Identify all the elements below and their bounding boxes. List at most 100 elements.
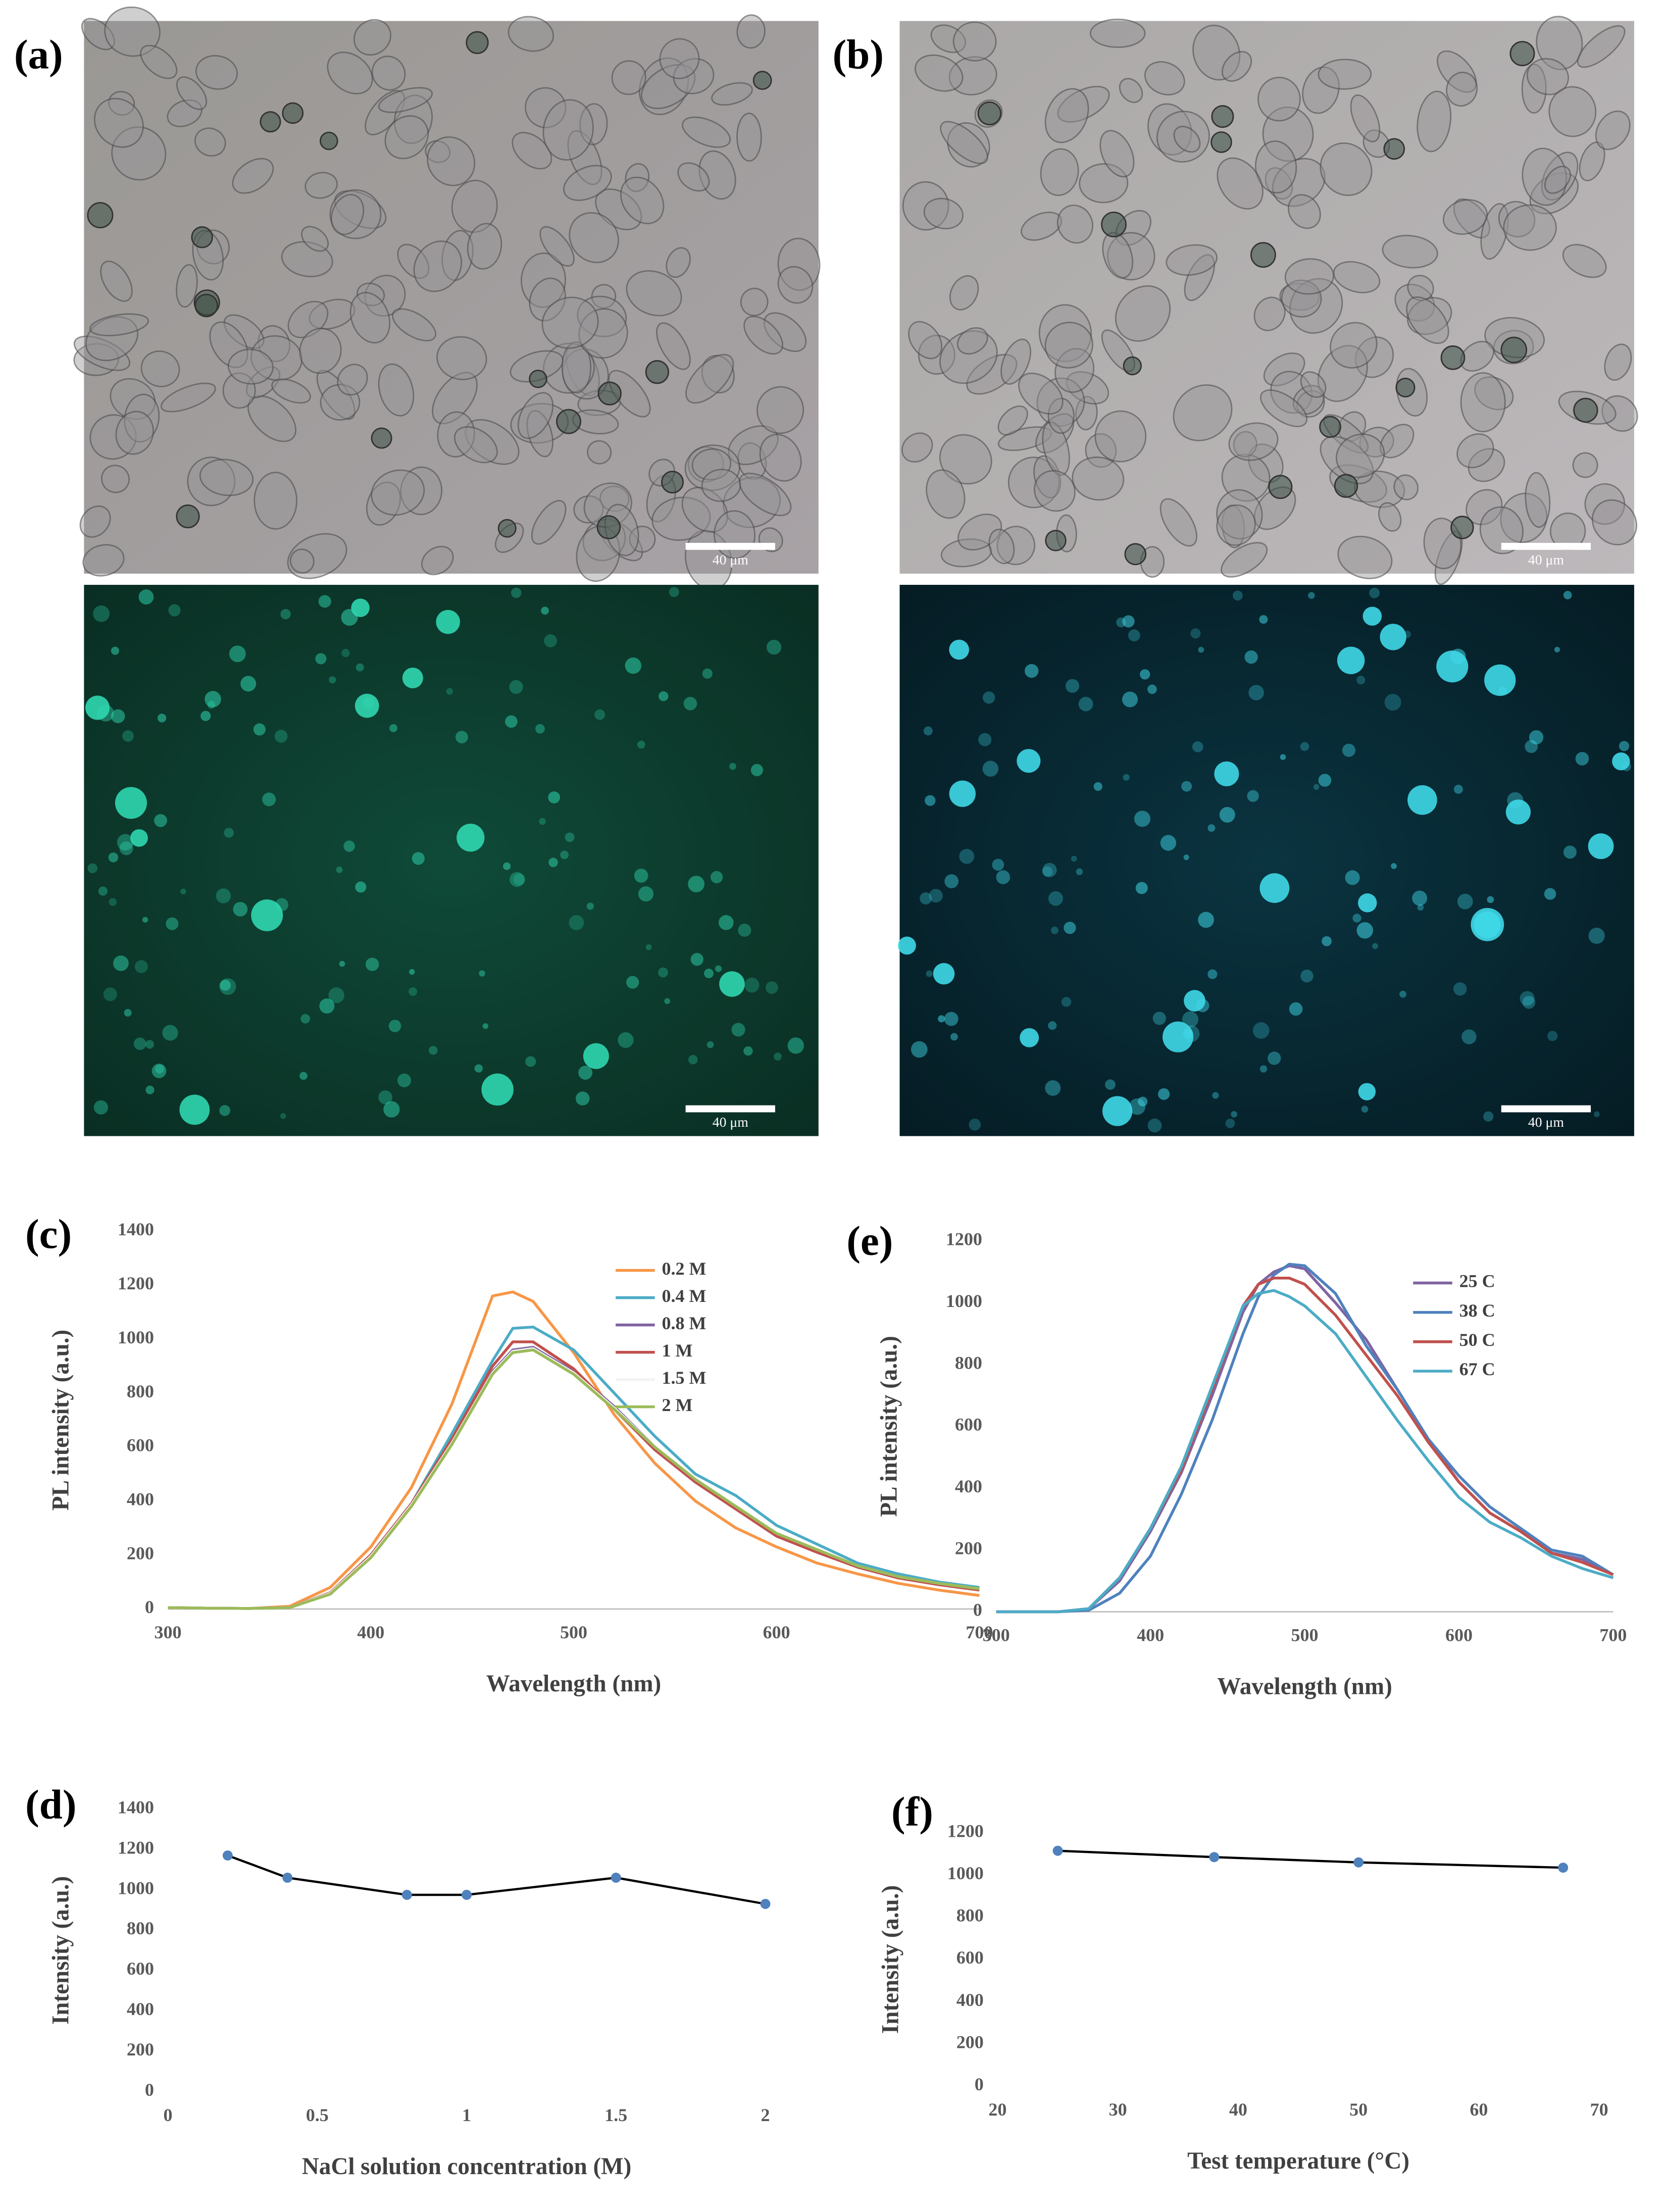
fluorescent-spot	[119, 841, 133, 856]
fluorescent-spot	[155, 1064, 164, 1074]
cell	[337, 364, 368, 396]
round-cell	[87, 202, 114, 229]
fluorescent-spot	[1042, 866, 1053, 877]
fluorescent-spot	[1138, 1096, 1148, 1107]
cell	[939, 434, 992, 485]
fluorescent-spot	[389, 724, 397, 732]
cell	[397, 243, 430, 279]
cell	[1263, 353, 1305, 386]
cell	[1333, 261, 1381, 293]
cell	[1525, 472, 1551, 528]
scale-bar-label: 40 μm	[713, 551, 748, 567]
round-cell	[597, 381, 622, 406]
fluorescent-spot	[134, 960, 148, 973]
cell	[1474, 376, 1514, 411]
fluorescent-spot	[97, 705, 114, 722]
cell	[743, 316, 784, 355]
cell	[1021, 212, 1063, 241]
cell	[1479, 506, 1524, 555]
fluorescent-spot	[1563, 591, 1572, 599]
fluorescent-spot	[715, 965, 722, 972]
cell	[666, 247, 691, 278]
cell	[1099, 130, 1135, 178]
fluorescent-spot	[1020, 1028, 1039, 1047]
cell	[93, 97, 144, 148]
fluorescent-spot	[474, 1064, 483, 1073]
fluorescent-spot	[1588, 833, 1614, 860]
fluorescent-spot	[1076, 868, 1083, 875]
cell	[100, 465, 130, 493]
y-tick-label: 800	[127, 1918, 154, 1938]
cell	[299, 327, 342, 374]
cell	[1056, 205, 1093, 244]
cell	[465, 419, 520, 465]
round-cell	[1124, 543, 1147, 566]
fluorescent-spot	[318, 595, 331, 608]
fluorescent-spot	[766, 639, 782, 655]
fluorescent-spot	[1147, 1118, 1162, 1133]
cell	[1363, 129, 1390, 158]
y-tick-label: 1400	[118, 1797, 154, 1817]
y-tick-label: 0	[975, 2074, 984, 2094]
fluorescent-spot	[1048, 891, 1063, 906]
cell	[923, 197, 964, 230]
x-axis-title: Wavelength (nm)	[486, 1671, 662, 1697]
cell	[247, 395, 297, 442]
cell	[1572, 452, 1598, 478]
cell	[1406, 296, 1449, 344]
cell	[334, 190, 387, 229]
fluorescent-spot	[1183, 854, 1189, 861]
fluorescent-spot	[702, 668, 713, 679]
cell	[89, 313, 149, 336]
cell	[561, 341, 592, 394]
y-axis-title: PL intensity (a.u.)	[876, 1336, 902, 1517]
fluorescent-spot	[1300, 969, 1314, 983]
fluorescent-spot	[1337, 646, 1365, 674]
fluorescent-spot	[659, 691, 669, 701]
fluorescent-spot	[1268, 1051, 1281, 1065]
fluorescent-spot	[992, 859, 1004, 871]
round-cell	[1123, 356, 1142, 376]
cell	[1320, 142, 1373, 196]
round-cell	[191, 226, 213, 248]
fluorescent-spot	[87, 863, 98, 874]
round-cell	[556, 409, 581, 434]
fluorescent-spot	[1622, 762, 1632, 772]
cell	[1173, 384, 1233, 441]
fluorescent-spot	[98, 886, 108, 896]
x-tick-label: 700	[966, 1622, 993, 1642]
round-cell	[320, 131, 338, 150]
fluorescent-spot	[949, 780, 976, 807]
round-cell	[596, 515, 621, 539]
x-tick-label: 30	[1109, 2099, 1127, 2120]
fluorescent-spot	[1352, 914, 1361, 923]
cell	[508, 16, 554, 52]
fluorescent-spot	[253, 723, 266, 736]
cell	[738, 472, 792, 517]
fluorescent-spot	[363, 696, 375, 709]
y-tick-label: 1200	[947, 1821, 984, 1841]
y-tick-label: 1200	[118, 1837, 154, 1857]
cell	[140, 350, 180, 387]
fluorescent-spot	[328, 987, 344, 1003]
fluorescent-spot	[154, 814, 167, 827]
fluorescent-spot	[920, 892, 932, 904]
cell	[578, 308, 628, 359]
fluorescent-spot	[1453, 784, 1463, 794]
cell	[1057, 85, 1110, 123]
fluorescent-spot	[950, 1033, 958, 1041]
fluorescent-spot	[996, 870, 1011, 884]
cell	[111, 126, 167, 181]
fluorescent-spot	[1225, 1118, 1235, 1128]
x-tick-label: 400	[1137, 1625, 1164, 1645]
fluorescent-spot	[1183, 1025, 1200, 1042]
fluorescent-spot	[274, 730, 288, 743]
fluorescent-spot	[1407, 785, 1437, 815]
scale-bar	[1501, 542, 1591, 550]
cell	[384, 115, 429, 160]
fluorescent-spot	[1575, 751, 1589, 766]
fluorescent-spot	[216, 888, 231, 903]
cell	[1591, 499, 1638, 545]
fluorescent-spot	[929, 889, 943, 903]
